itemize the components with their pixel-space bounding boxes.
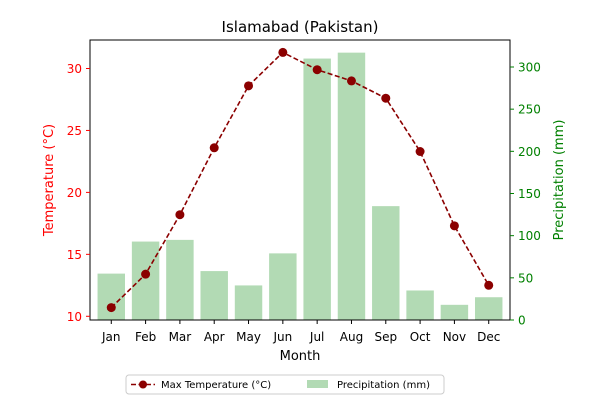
x-tick-label: Aug xyxy=(340,330,363,344)
right-y-tick-label: 100 xyxy=(518,229,541,243)
temperature-point-mar xyxy=(175,210,185,220)
temperature-point-feb xyxy=(141,269,151,279)
x-axis-label: Month xyxy=(280,349,321,364)
x-tick-label: Nov xyxy=(443,330,466,344)
x-tick-label: Feb xyxy=(135,330,156,344)
legend-temperature-label: Max Temperature (°C) xyxy=(161,380,271,391)
legend: Max Temperature (°C) Precipitation (mm) xyxy=(125,374,445,395)
precipitation-bar-apr xyxy=(200,271,228,320)
right-y-axis: 0 50 100 150 200 250 300 xyxy=(510,60,541,328)
temperature-point-dec xyxy=(484,280,494,290)
precipitation-bar-dec xyxy=(475,297,503,320)
x-tick-label: Jun xyxy=(272,330,292,344)
temperature-point-nov xyxy=(449,221,459,231)
right-y-tick-label: 250 xyxy=(518,103,541,117)
left-y-tick-label: 30 xyxy=(67,62,82,76)
legend-temperature-marker xyxy=(139,380,147,389)
temperature-point-jun xyxy=(278,47,288,57)
precipitation-bar-jun xyxy=(269,253,297,320)
legend-precipitation-label: Precipitation (mm) xyxy=(337,380,430,391)
left-y-tick-label: 20 xyxy=(67,186,82,200)
x-tick-label: Oct xyxy=(410,330,431,344)
temperature-point-jul xyxy=(312,65,322,75)
chart-title: Islamabad (Pakistan) xyxy=(222,18,379,36)
precipitation-bar-oct xyxy=(406,290,434,320)
x-axis: Jan Feb Mar Apr May Jun Jul Aug Sep Oct Nov Dec xyxy=(101,320,500,344)
x-tick-label: Dec xyxy=(477,330,500,344)
precipitation-bar-feb xyxy=(131,241,160,320)
x-tick-label: Jul xyxy=(309,330,324,344)
right-y-tick-label: 150 xyxy=(518,187,541,201)
right-y-tick-label: 300 xyxy=(518,60,541,74)
right-y-tick-label: 50 xyxy=(518,271,533,285)
precipitation-bar-jan xyxy=(97,273,125,320)
x-tick-label: Jan xyxy=(101,330,121,344)
temperature-point-aug xyxy=(346,76,356,86)
precipitation-bar-mar xyxy=(166,239,194,320)
right-y-axis-label: Precipitation (mm) xyxy=(552,120,567,241)
legend-precipitation-swatch xyxy=(307,380,328,388)
temperature-line xyxy=(106,47,494,313)
precipitation-bar-may xyxy=(234,285,263,320)
precipitation-bar-jul xyxy=(303,58,331,320)
temperature-point-may xyxy=(244,81,254,91)
legend-box xyxy=(125,374,445,395)
precipitation-bar-aug xyxy=(337,52,366,320)
x-tick-label: May xyxy=(236,330,261,344)
plot-frame xyxy=(89,39,511,321)
x-tick-label: Mar xyxy=(169,330,192,344)
temperature-point-sep xyxy=(381,93,391,103)
right-y-tick-label: 0 xyxy=(518,314,526,328)
left-y-tick-label: 15 xyxy=(67,248,82,262)
x-tick-label: Sep xyxy=(374,330,397,344)
precipitation-bars xyxy=(97,52,503,320)
temperature-series-line xyxy=(110,51,490,309)
right-y-tick-label: 200 xyxy=(518,145,541,159)
left-y-axis: 10 15 20 25 30 xyxy=(67,62,90,324)
left-y-tick-label: 25 xyxy=(67,124,82,138)
temperature-point-jan xyxy=(106,303,116,313)
x-tick-label: Apr xyxy=(204,330,225,344)
left-y-tick-label: 10 xyxy=(67,310,82,324)
temperature-point-apr xyxy=(209,143,219,153)
left-y-axis-label: Temperature (°C) xyxy=(42,124,57,237)
precipitation-bar-sep xyxy=(372,206,400,320)
precipitation-bar-nov xyxy=(440,304,469,320)
temperature-point-oct xyxy=(415,147,425,157)
